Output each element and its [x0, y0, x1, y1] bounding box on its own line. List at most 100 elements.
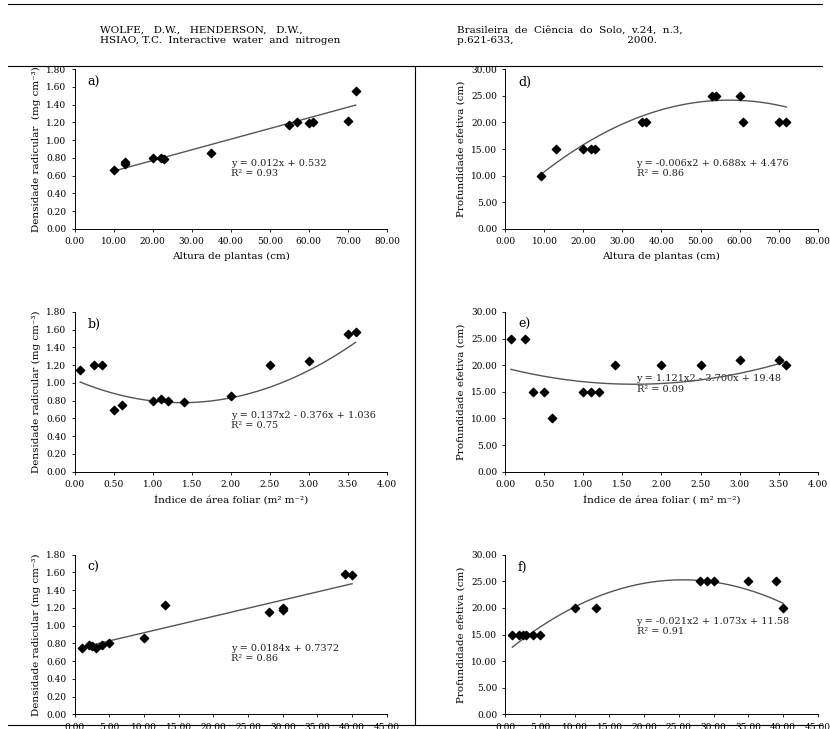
- Point: [345, 569, 359, 581]
- Point: [276, 604, 290, 615]
- Text: a): a): [87, 76, 100, 89]
- Point: [95, 639, 109, 651]
- Point: [146, 152, 159, 164]
- Point: [159, 599, 172, 611]
- Text: e): e): [518, 319, 530, 332]
- Point: [538, 386, 551, 398]
- Point: [302, 355, 315, 367]
- Point: [119, 158, 132, 170]
- Point: [178, 397, 191, 408]
- Point: [549, 144, 563, 155]
- X-axis label: Altura de plantas (cm): Altura de plantas (cm): [603, 252, 720, 261]
- Point: [107, 404, 120, 416]
- Point: [693, 575, 706, 587]
- Point: [162, 395, 175, 407]
- Point: [694, 359, 707, 371]
- Point: [737, 117, 750, 128]
- Point: [608, 359, 622, 371]
- Text: WOLFE,   D.W.,   HENDERSON,   D.W.,
HSIAO, T.C.  Interactive  water  and  nitrog: WOLFE, D.W., HENDERSON, D.W., HSIAO, T.C…: [100, 26, 340, 45]
- Point: [526, 386, 540, 398]
- Point: [769, 575, 783, 587]
- Point: [75, 642, 88, 654]
- Point: [733, 90, 746, 102]
- Point: [276, 602, 290, 614]
- Point: [779, 359, 793, 371]
- Point: [534, 628, 547, 640]
- Point: [262, 607, 276, 618]
- Point: [584, 386, 598, 398]
- Point: [577, 386, 590, 398]
- Point: [341, 115, 354, 127]
- Point: [779, 117, 793, 128]
- Point: [95, 359, 109, 371]
- Point: [290, 117, 304, 128]
- Point: [569, 602, 582, 614]
- Point: [263, 359, 276, 371]
- Point: [85, 640, 99, 652]
- Point: [115, 399, 128, 411]
- Point: [733, 354, 746, 366]
- Point: [772, 354, 785, 366]
- Y-axis label: Densidade radicular (mg cm⁻³): Densidade radicular (mg cm⁻³): [32, 553, 41, 716]
- Text: y = -0.021x2 + 1.073x + 11.58
R² = 0.91: y = -0.021x2 + 1.073x + 11.58 R² = 0.91: [637, 617, 789, 636]
- X-axis label: Índice de área foliar (m² m⁻²): Índice de área foliar (m² m⁻²): [154, 494, 308, 504]
- Text: c): c): [87, 561, 99, 574]
- Point: [89, 642, 102, 654]
- Point: [534, 170, 547, 182]
- Point: [655, 359, 668, 371]
- Point: [589, 602, 603, 614]
- Y-axis label: Densidade radicular (mg cm⁻³): Densidade radicular (mg cm⁻³): [32, 311, 41, 473]
- Y-axis label: Densidade radicular  (mg cm⁻³): Densidade radicular (mg cm⁻³): [32, 66, 41, 232]
- Point: [224, 391, 237, 402]
- Point: [158, 153, 171, 165]
- Point: [700, 575, 713, 587]
- Point: [339, 569, 352, 580]
- Point: [138, 632, 151, 644]
- Point: [520, 628, 533, 640]
- Point: [707, 575, 720, 587]
- Point: [74, 364, 87, 375]
- Text: f): f): [518, 561, 527, 574]
- Point: [154, 393, 167, 405]
- Y-axis label: Profundidade efetiva (cm): Profundidade efetiva (cm): [457, 324, 466, 460]
- Point: [706, 90, 719, 102]
- Point: [341, 328, 354, 340]
- Point: [349, 326, 362, 338]
- Point: [302, 117, 315, 129]
- Text: b): b): [87, 319, 100, 332]
- Point: [588, 144, 602, 155]
- Point: [88, 359, 101, 371]
- X-axis label: Índice de área foliar ( m² m⁻²): Índice de área foliar ( m² m⁻²): [583, 494, 740, 504]
- Point: [776, 602, 789, 614]
- Point: [577, 144, 590, 155]
- Point: [505, 332, 518, 344]
- Point: [146, 395, 159, 407]
- Point: [283, 120, 296, 131]
- Point: [103, 638, 116, 650]
- Point: [349, 85, 362, 96]
- X-axis label: Altura de plantas (cm): Altura de plantas (cm): [172, 252, 290, 261]
- Point: [584, 144, 598, 155]
- Point: [545, 413, 559, 424]
- Text: y = 0.0184x + 0.7372
R² = 0.86: y = 0.0184x + 0.7372 R² = 0.86: [231, 644, 339, 663]
- Point: [772, 117, 785, 128]
- Text: y = 1.121x2 - 3.700x + 19.48
R² = 0.09: y = 1.121x2 - 3.700x + 19.48 R² = 0.09: [637, 374, 782, 394]
- Point: [306, 116, 320, 128]
- Point: [82, 639, 95, 651]
- Point: [107, 164, 120, 176]
- Point: [119, 157, 132, 168]
- Point: [593, 386, 606, 398]
- Point: [516, 628, 530, 640]
- Point: [205, 147, 218, 158]
- Point: [518, 332, 531, 344]
- Point: [526, 628, 540, 640]
- Y-axis label: Profundidade efetiva (cm): Profundidade efetiva (cm): [457, 566, 466, 703]
- Point: [710, 90, 723, 102]
- Point: [505, 628, 519, 640]
- Point: [154, 152, 167, 164]
- Text: Brasileira  de  Ciência  do  Solo,  v.24,  n.3,
p.621-633,                      : Brasileira de Ciência do Solo, v.24, n.3…: [457, 26, 682, 45]
- Text: d): d): [518, 76, 531, 89]
- Point: [639, 117, 652, 128]
- Point: [741, 575, 754, 587]
- Point: [513, 628, 526, 640]
